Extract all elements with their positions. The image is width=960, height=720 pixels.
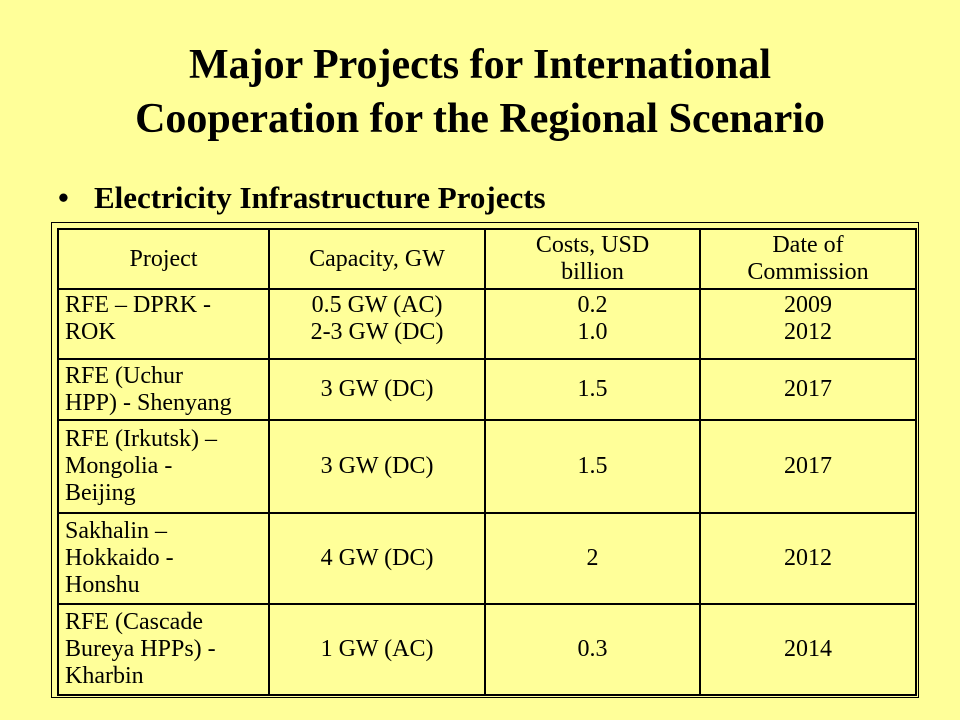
project-cell-line: Sakhalin – bbox=[65, 518, 167, 544]
cost-cell: 1.5 bbox=[484, 358, 701, 421]
project-cell-line: RFE – DPRK - bbox=[65, 292, 212, 318]
capacity-cell-line: 4 GW (DC) bbox=[320, 545, 434, 571]
capacity-cell: 3 GW (DC) bbox=[268, 358, 486, 421]
bullet-marker: • bbox=[58, 180, 69, 215]
date-cell-line: 2017 bbox=[784, 453, 832, 479]
cost-cell: 0.2 1.0 bbox=[484, 288, 701, 360]
cost-cell: 1.5 bbox=[484, 419, 701, 514]
cost-cell-line: 1.5 bbox=[577, 453, 608, 479]
header-cell-line: Commission bbox=[747, 259, 869, 285]
table-row: RFE – DPRK - ROK 0.5 GW (AC) 2-3 GW (DC) 0… bbox=[57, 288, 917, 360]
project-cell-line: HPP) - Shenyang bbox=[65, 389, 232, 416]
cost-cell: 0.3 bbox=[484, 603, 701, 696]
table-row: RFE (Uchur HPP) - Shenyang 3 GW (DC) 1.5 … bbox=[57, 358, 917, 421]
project-cell-line: Kharbin bbox=[65, 663, 144, 689]
date-cell: 2012 bbox=[699, 512, 917, 605]
project-cell: RFE (Cascade Bureya HPPs) - Kharbin bbox=[57, 603, 270, 696]
cost-cell-line: 1.0 bbox=[577, 319, 608, 345]
date-cell: 2009 2012 bbox=[699, 288, 917, 360]
project-cell: Sakhalin – Hokkaido - Honshu bbox=[57, 512, 270, 605]
header-cell: Capacity, GW bbox=[268, 228, 486, 290]
header-cell-line: Project bbox=[129, 245, 198, 272]
header-cell-line: Capacity, GW bbox=[309, 245, 445, 272]
project-cell: RFE (Irkutsk) – Mongolia - Beijing bbox=[57, 419, 270, 514]
date-cell: 2017 bbox=[699, 419, 917, 514]
cost-cell-line: 0.3 bbox=[577, 636, 608, 662]
capacity-cell-line: 1 GW (AC) bbox=[320, 636, 434, 662]
capacity-cell: 0.5 GW (AC) 2-3 GW (DC) bbox=[268, 288, 486, 360]
project-cell-line: RFE (Irkutsk) – bbox=[65, 426, 217, 452]
project-cell-line: RFE (Uchur bbox=[65, 362, 183, 389]
project-cell-line: Honshu bbox=[65, 572, 140, 598]
slide-title-line-1: Major Projects for International bbox=[188, 42, 772, 88]
bullet-item: • Electricity Infrastructure Projects bbox=[58, 178, 546, 218]
project-cell: RFE (Uchur HPP) - Shenyang bbox=[57, 358, 270, 421]
capacity-cell-line: 0.5 GW (AC) bbox=[311, 292, 443, 318]
header-cell: Costs, USD billion bbox=[484, 228, 701, 290]
bullet-text: Electricity Infrastructure Projects bbox=[94, 180, 546, 215]
projects-table: Project Capacity, GW Costs, USD billion D… bbox=[57, 228, 917, 696]
project-cell: RFE – DPRK - ROK bbox=[57, 288, 270, 360]
capacity-cell: 1 GW (AC) bbox=[268, 603, 486, 696]
project-cell-line: Hokkaido - bbox=[65, 545, 174, 571]
cost-cell-line: 0.2 bbox=[577, 292, 608, 318]
project-cell-line: ROK bbox=[65, 319, 116, 345]
project-cell-line: Mongolia - bbox=[65, 453, 173, 479]
date-cell-line: 2012 bbox=[784, 545, 832, 571]
date-cell-line: 2009 bbox=[784, 292, 832, 318]
slide-title: Major Projects for International Coopera… bbox=[0, 38, 960, 146]
header-cell: Project bbox=[57, 228, 270, 290]
project-cell-line: Bureya HPPs) - bbox=[65, 636, 216, 662]
cost-cell-line: 2 bbox=[586, 545, 599, 571]
header-cell-line: Costs, USD bbox=[535, 232, 650, 258]
table-row: Sakhalin – Hokkaido - Honshu 4 GW (DC) 2 2… bbox=[57, 512, 917, 605]
header-cell: Date of Commission bbox=[699, 228, 917, 290]
table-row: RFE (Cascade Bureya HPPs) - Kharbin 1 GW (… bbox=[57, 603, 917, 696]
header-cell-line: Date of bbox=[772, 232, 844, 258]
date-cell-line: 2014 bbox=[784, 636, 832, 662]
capacity-cell-line: 3 GW (DC) bbox=[320, 376, 434, 402]
date-cell-line: 2012 bbox=[784, 319, 832, 345]
cost-cell-line: 1.5 bbox=[577, 376, 608, 402]
table-row: RFE (Irkutsk) – Mongolia - Beijing 3 GW (D… bbox=[57, 419, 917, 514]
capacity-cell: 3 GW (DC) bbox=[268, 419, 486, 514]
date-cell: 2017 bbox=[699, 358, 917, 421]
project-cell-line: RFE (Cascade bbox=[65, 609, 203, 635]
capacity-cell-line: 2-3 GW (DC) bbox=[310, 319, 444, 345]
date-cell: 2014 bbox=[699, 603, 917, 696]
projects-table-frame: Project Capacity, GW Costs, USD billion D… bbox=[51, 222, 919, 698]
cost-cell: 2 bbox=[484, 512, 701, 605]
project-cell-line: Beijing bbox=[65, 480, 136, 506]
header-cell-line: billion bbox=[561, 259, 624, 285]
date-cell-line: 2017 bbox=[784, 376, 832, 402]
capacity-cell: 4 GW (DC) bbox=[268, 512, 486, 605]
slide-title-line-2: Cooperation for the Regional Scenario bbox=[135, 96, 825, 142]
capacity-cell-line: 3 GW (DC) bbox=[320, 453, 434, 479]
table-header-row: Project Capacity, GW Costs, USD billion D… bbox=[57, 228, 917, 290]
